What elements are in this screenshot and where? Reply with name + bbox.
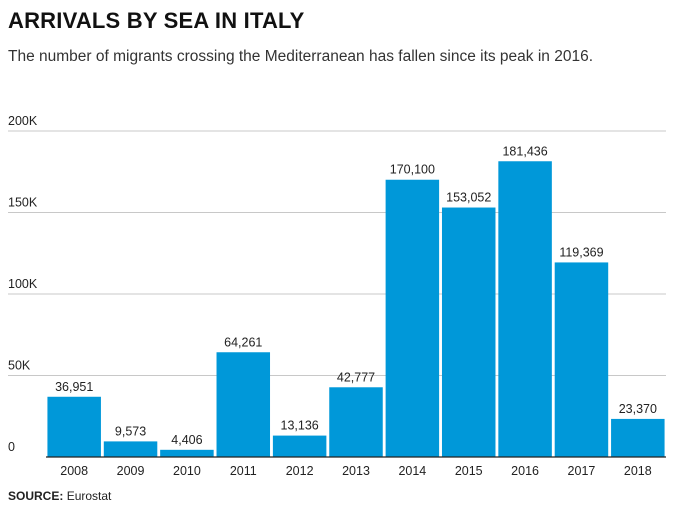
data-label: 9,573: [115, 424, 146, 438]
x-tick-label: 2017: [568, 464, 596, 478]
data-label: 4,406: [171, 433, 202, 447]
bar: [160, 449, 214, 457]
y-tick-label: 0: [8, 440, 15, 454]
bar: [498, 161, 552, 457]
bars: [47, 161, 665, 457]
data-label: 64,261: [224, 335, 262, 349]
bar: [554, 262, 609, 457]
data-label: 170,100: [390, 163, 435, 177]
data-label: 181,436: [502, 144, 547, 158]
x-tick-label: 2016: [511, 464, 539, 478]
bar-chart: 36,951 9,573 4,406 64,261 13,136 42,777 170,10…: [8, 114, 666, 478]
x-tick-label: 2018: [624, 464, 652, 478]
y-tick-label: 150K: [8, 196, 38, 210]
data-label: 23,370: [619, 402, 657, 416]
y-tick-label: 100K: [8, 277, 38, 291]
x-tick-label: 2008: [60, 464, 88, 478]
bar: [385, 179, 440, 457]
bar: [216, 352, 271, 457]
bar: [47, 396, 101, 457]
bar: [441, 207, 496, 457]
data-label: 42,777: [337, 370, 375, 384]
x-tick-label: 2015: [455, 464, 483, 478]
bar: [329, 387, 383, 457]
y-tick-label: 200K: [8, 114, 38, 128]
x-axis-ticks: 2008 2009 2010 2011 2012 2013 2014 2015 2016 2017…: [60, 464, 651, 478]
x-tick-label: 2011: [230, 464, 257, 478]
bar: [611, 418, 665, 457]
source-value: Eurostat: [66, 489, 112, 503]
x-tick-label: 2013: [342, 464, 370, 478]
bar: [272, 435, 327, 457]
chart-title: ARRIVALS BY SEA IN ITALY: [8, 8, 305, 33]
source-note: SOURCE: Eurostat: [8, 489, 111, 503]
data-label: 153,052: [446, 191, 491, 205]
x-tick-label: 2009: [117, 464, 145, 478]
bar: [103, 441, 158, 457]
y-tick-label: 50K: [8, 359, 31, 373]
data-labels: 36,951 9,573 4,406 64,261 13,136 42,777 170,10…: [55, 144, 657, 447]
y-axis-ticks: 0 50K 100K 150K 200K: [8, 114, 38, 454]
x-tick-label: 2010: [173, 464, 201, 478]
source-label: SOURCE:: [8, 489, 64, 503]
x-tick-label: 2012: [286, 464, 314, 478]
chart-subtitle: The number of migrants crossing the Medi…: [8, 48, 594, 65]
data-label: 36,951: [55, 380, 93, 394]
data-label: 13,136: [281, 419, 319, 433]
data-label: 119,369: [559, 245, 603, 259]
x-tick-label: 2014: [398, 464, 426, 478]
